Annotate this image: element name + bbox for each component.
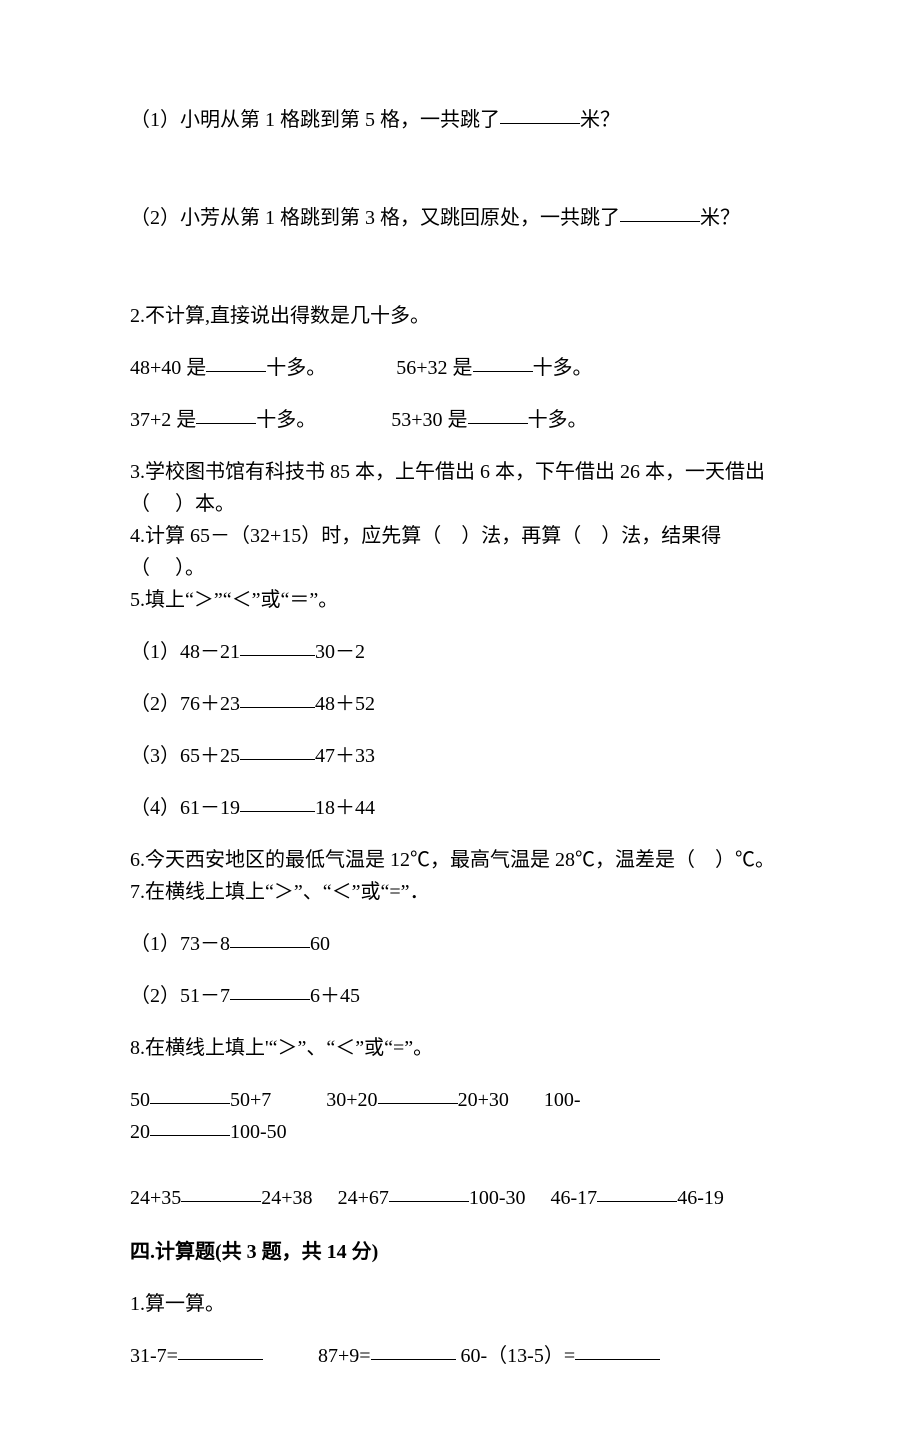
q5-d-blank bbox=[240, 791, 315, 812]
q5-c-pre: （3）65＋25 bbox=[130, 745, 240, 767]
q1-sub1: （1）小明从第 1 格跳到第 5 格，一共跳了 米？ bbox=[130, 105, 795, 135]
sec4-q1-row: 31-7= 87+9= 60-（13-5）= bbox=[130, 1341, 795, 1371]
q5-d: （4）61－19 18＋44 bbox=[130, 793, 795, 823]
q3-line1: 3.学校图书馆有科技书 85 本，上午借出 6 本，下午借出 26 本，一天借出 bbox=[130, 457, 795, 487]
q7-b: （2）51－7 6＋45 bbox=[130, 981, 795, 1011]
q5-title: 5.填上“＞”“＜”或“＝”。 bbox=[130, 585, 795, 615]
q4-line1: 4.计算 65－（32+15）时，应先算（ ）法，再算（ ）法，结果得 bbox=[130, 521, 795, 551]
q8-r1a-pre: 50 bbox=[130, 1089, 150, 1111]
q2-r1a-blank bbox=[206, 351, 266, 372]
q2-r1b-post: 十多。 bbox=[533, 357, 593, 379]
q8-r1a-blank bbox=[150, 1083, 230, 1104]
q8-r1b-pre: 30+20 bbox=[326, 1089, 377, 1111]
q3-line2: （ ）本。 bbox=[130, 489, 795, 519]
q2-r2b-post: 十多。 bbox=[528, 409, 588, 431]
q8-r2a-pre: 24+35 bbox=[130, 1187, 181, 1209]
q8-r1-gap1 bbox=[271, 1089, 326, 1111]
q5-a-blank bbox=[240, 635, 315, 656]
q2-r2a-blank bbox=[196, 403, 256, 424]
sec4-q1-gap1 bbox=[263, 1345, 318, 1367]
q8-r1d-blank bbox=[150, 1115, 230, 1136]
sec4-q1c-pre: 60-（13-5）= bbox=[456, 1345, 576, 1367]
q2-r2a-post: 十多。 bbox=[256, 409, 316, 431]
sec4-q1b-pre: 87+9= bbox=[318, 1345, 371, 1367]
q8-r1d-post: 100-50 bbox=[230, 1121, 287, 1143]
q2-r1b-blank bbox=[473, 351, 533, 372]
q2-r2b-pre: 53+30 是 bbox=[391, 409, 467, 431]
q8-r1a-post: 50+7 bbox=[230, 1089, 271, 1111]
q8-row1: 50 50+7 30+20 20+30 100- bbox=[130, 1085, 795, 1115]
sec4-q1a-blank bbox=[178, 1339, 263, 1360]
q2-row1: 48+40 是 十多。 56+32 是 十多。 bbox=[130, 353, 795, 383]
q7-b-post: 6＋45 bbox=[310, 985, 360, 1007]
q5-b-post: 48＋52 bbox=[315, 693, 375, 715]
q2-title: 2.不计算,直接说出得数是几十多。 bbox=[130, 301, 795, 331]
q8-r2c-post: 46-19 bbox=[677, 1187, 724, 1209]
q8-r1b-post: 20+30 bbox=[458, 1089, 509, 1111]
q5-c-post: 47＋33 bbox=[315, 745, 375, 767]
q8-r2-gap1 bbox=[313, 1187, 338, 1209]
sec4-q1c-blank bbox=[575, 1339, 660, 1360]
q1-sub1-post: 米？ bbox=[580, 109, 620, 131]
q8-row1b: 20 100-50 bbox=[130, 1117, 795, 1147]
q6: 6.今天西安地区的最低气温是 12℃，最高气温是 28℃，温差是（ ）℃。 bbox=[130, 845, 795, 875]
q8-title: 8.在横线上填上'“＞”、“＜”或“=”。 bbox=[130, 1033, 795, 1063]
q5-d-pre: （4）61－19 bbox=[130, 797, 240, 819]
q5-b-pre: （2）76＋23 bbox=[130, 693, 240, 715]
q5-a-post: 30－2 bbox=[315, 641, 365, 663]
q4-line2: （ ）。 bbox=[130, 553, 795, 583]
q2-r1-gap bbox=[326, 357, 396, 379]
q8-r2c-pre: 46-17 bbox=[551, 1187, 598, 1209]
q7-a: （1）73－8 60 bbox=[130, 929, 795, 959]
q1-sub1-blank bbox=[500, 103, 580, 124]
q8-r2b-post: 100-30 bbox=[469, 1187, 526, 1209]
sec4-q1-title: 1.算一算。 bbox=[130, 1289, 795, 1319]
q2-r1a-pre: 48+40 是 bbox=[130, 357, 206, 379]
q7-a-post: 60 bbox=[310, 933, 330, 955]
sec4-q1b-blank bbox=[371, 1339, 456, 1360]
q5-b: （2）76＋23 48＋52 bbox=[130, 689, 795, 719]
q8-r1c-pre: 100- bbox=[544, 1089, 581, 1111]
q5-a-pre: （1）48－21 bbox=[130, 641, 240, 663]
q2-r2a-pre: 37+2 是 bbox=[130, 409, 196, 431]
q8-r2-gap2 bbox=[526, 1187, 551, 1209]
q5-a: （1）48－21 30－2 bbox=[130, 637, 795, 667]
q8-row2: 24+35 24+38 24+67 100-30 46-17 46-19 bbox=[130, 1183, 795, 1213]
q8-r1-gap2 bbox=[509, 1089, 544, 1111]
q8-r2c-blank bbox=[597, 1181, 677, 1202]
section4-heading: 四.计算题(共 3 题，共 14 分) bbox=[130, 1237, 795, 1267]
q7-a-pre: （1）73－8 bbox=[130, 933, 230, 955]
sec4-q1a-pre: 31-7= bbox=[130, 1345, 178, 1367]
q1-sub2: （2）小芳从第 1 格跳到第 3 格，又跳回原处，一共跳了 米？ bbox=[130, 203, 795, 233]
q2-r2-gap bbox=[316, 409, 391, 431]
q8-r1b-blank bbox=[378, 1083, 458, 1104]
q8-r2a-post: 24+38 bbox=[261, 1187, 312, 1209]
q5-b-blank bbox=[240, 687, 315, 708]
q8-r2b-blank bbox=[389, 1181, 469, 1202]
q1-sub2-post: 米？ bbox=[700, 207, 740, 229]
q7-b-blank bbox=[230, 979, 310, 1000]
q8-r1d-pre: 20 bbox=[130, 1121, 150, 1143]
q2-r1a-post: 十多。 bbox=[266, 357, 326, 379]
q8-r2b-pre: 24+67 bbox=[338, 1187, 389, 1209]
q5-c: （3）65＋25 47＋33 bbox=[130, 741, 795, 771]
q7-b-pre: （2）51－7 bbox=[130, 985, 230, 1007]
q1-sub1-pre: （1）小明从第 1 格跳到第 5 格，一共跳了 bbox=[130, 109, 500, 131]
q8-r2a-blank bbox=[181, 1181, 261, 1202]
q2-row2: 37+2 是 十多。 53+30 是 十多。 bbox=[130, 405, 795, 435]
q5-c-blank bbox=[240, 739, 315, 760]
q2-r1b-pre: 56+32 是 bbox=[396, 357, 472, 379]
q2-r2b-blank bbox=[468, 403, 528, 424]
q7-title: 7.在横线上填上“＞”、“＜”或“=”． bbox=[130, 877, 795, 907]
q7-a-blank bbox=[230, 927, 310, 948]
q1-sub2-blank bbox=[620, 201, 700, 222]
q1-sub2-pre: （2）小芳从第 1 格跳到第 3 格，又跳回原处，一共跳了 bbox=[130, 207, 620, 229]
q5-d-post: 18＋44 bbox=[315, 797, 375, 819]
